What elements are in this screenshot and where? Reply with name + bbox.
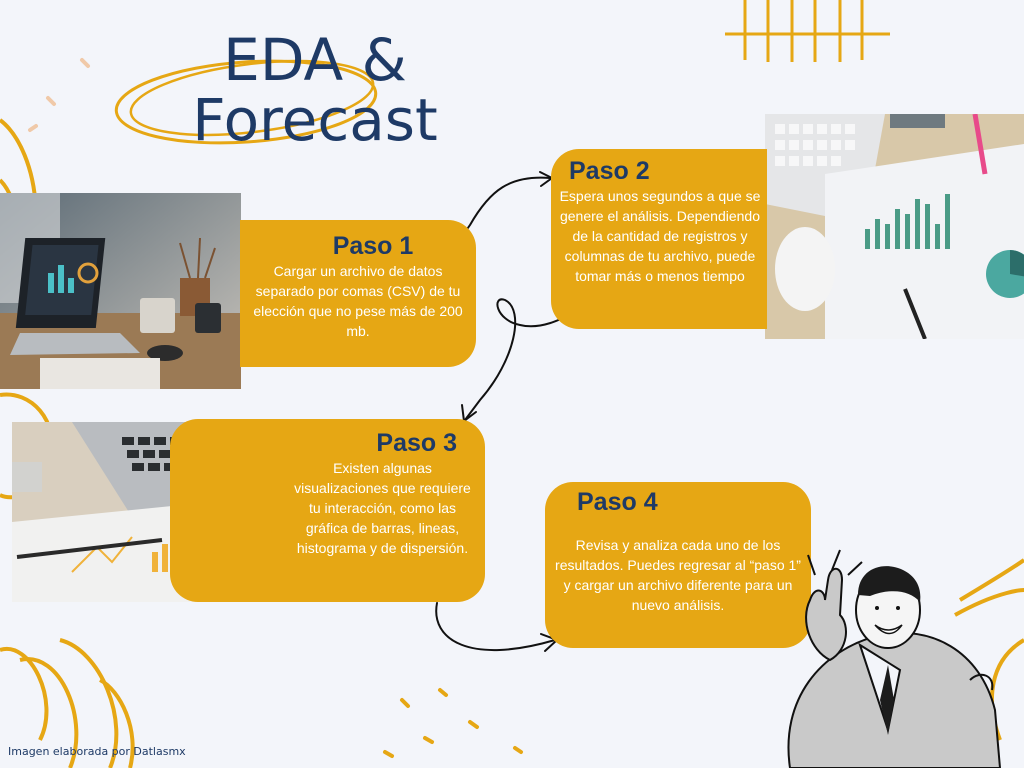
step-card-2: Paso 2 Espera unos segundos a que se gen… [551, 149, 767, 329]
step-1-title: Paso 1 [332, 232, 414, 260]
title-line-2: Forecast [192, 86, 438, 154]
step-card-4: Paso 4 Revisa y analiza cada uno de los … [545, 482, 811, 648]
step-1-text: Cargar un archivo de datos separado por … [253, 263, 463, 339]
step-card-1: Paso 1 Cargar un archivo de datos separa… [240, 220, 476, 367]
step-3-text: Existen algunas visualizaciones que requ… [294, 460, 471, 556]
step-4-title: Paso 4 [577, 488, 658, 516]
step-4-text: Revisa y analiza cada uno de los resulta… [555, 537, 801, 613]
step-card-3: Paso 3 Existen algunas visualizaciones q… [170, 419, 485, 602]
footer-credit: Imagen elaborada por Datlasmx [8, 745, 186, 758]
step-2-title: Paso 2 [569, 157, 650, 185]
step-3-title: Paso 3 [376, 429, 457, 457]
page-title: EDA & Forecast [165, 30, 465, 150]
desk-charts-photo [765, 114, 1024, 339]
thumbs-up-man-illustration [787, 549, 1002, 768]
step-2-text: Espera unos segundos a que se genere el … [559, 188, 761, 284]
title-line-1: EDA & [223, 26, 407, 94]
laptop-photo [0, 193, 241, 389]
